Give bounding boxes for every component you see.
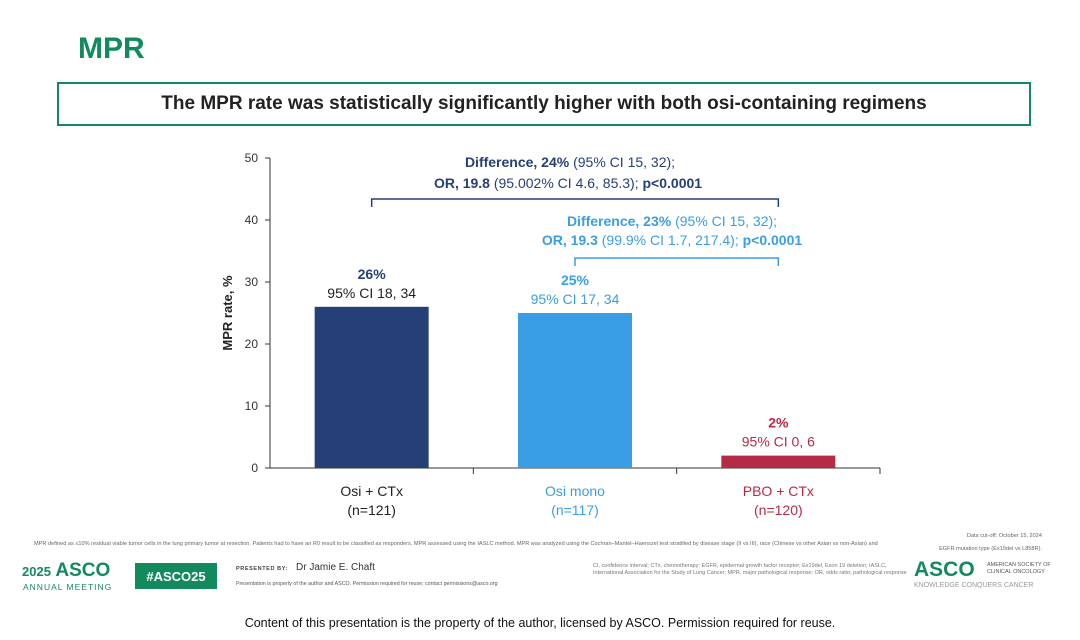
society-name: AMERICAN SOCIETY OF CLINICAL ONCOLOGY	[987, 562, 1051, 575]
x-category-n: (n=121)	[347, 502, 396, 518]
bar-value-label: 2%	[768, 415, 789, 431]
y-tick-label: 50	[245, 151, 259, 165]
bar-1	[518, 313, 632, 468]
x-category-label: Osi mono	[545, 483, 605, 499]
x-category-n: (n=120)	[754, 502, 803, 518]
y-tick-label: 10	[245, 399, 259, 413]
asco-logo-tagline: KNOWLEDGE CONQUERS CANCER	[914, 582, 1034, 589]
bar-ci-label: 95% CI 0, 6	[742, 434, 815, 450]
y-tick-label: 0	[251, 461, 258, 475]
y-tick-label: 30	[245, 275, 259, 289]
comparison-bracket-0	[370, 198, 780, 207]
comparison-1-line-2: OR, 19.3 (99.9% CI 1.7, 217.4); p<0.0001	[542, 232, 803, 248]
x-category-label: Osi + CTx	[340, 483, 403, 499]
slide-title: MPR	[78, 32, 145, 65]
x-category-label: PBO + CTx	[743, 483, 814, 499]
y-tick-label: 40	[245, 213, 259, 227]
comparison-1-line-1: Difference, 23% (95% CI 15, 32);	[567, 213, 777, 229]
hashtag-badge: #ASCO25	[135, 563, 217, 589]
meeting-year: 2025	[22, 564, 51, 579]
asco-logo-text: ASCO	[914, 558, 975, 581]
comparison-0-line-1: Difference, 24% (95% CI 15, 32);	[465, 154, 675, 170]
meeting-name: ASCO	[55, 560, 111, 581]
meeting-subtitle: ANNUAL MEETING	[23, 582, 113, 592]
y-axis-label: MPR rate, %	[220, 275, 235, 351]
property-note: Presentation is property of the author a…	[236, 581, 498, 587]
comparison-0-line-2: OR, 19.8 (95.002% CI 4.6, 85.3); p<0.000…	[434, 175, 702, 191]
comparison-bracket-1	[574, 257, 780, 266]
presenter-name: Dr Jamie E. Chaft	[296, 562, 375, 573]
headline-text: The MPR rate was statistically significa…	[161, 93, 927, 114]
x-category-n: (n=117)	[551, 502, 599, 518]
copyright-notice: Content of this presentation is the prop…	[244, 616, 836, 630]
footnote: MPR defined as ≤10% residual viable tumo…	[34, 541, 878, 547]
bar-value-label: 25%	[561, 272, 590, 288]
bar-0	[314, 306, 429, 468]
headline-box: The MPR rate was statistically significa…	[57, 82, 1031, 126]
asco-meeting-logo: 2025 ASCO ANNUAL MEETING	[22, 560, 111, 592]
bar-ci-label: 95% CI 18, 34	[327, 285, 416, 301]
y-tick-label: 20	[245, 337, 259, 351]
presented-by-label: PRESENTED BY:	[236, 566, 289, 572]
asco-logo: ASCO KNOWLEDGE CONQUERS CANCER	[914, 558, 1033, 589]
hashtag-text: #ASCO25	[146, 568, 206, 584]
bar-2	[721, 455, 836, 468]
bar-value-label: 26%	[358, 266, 387, 282]
stratification-note: EGFR mutation type (Ex19del vs L858R).	[939, 546, 1042, 552]
data-cutoff-note: Data cut-off: October 15, 2024	[966, 533, 1042, 539]
bar-ci-label: 95% CI 17, 34	[531, 291, 620, 307]
abbreviations-note: CI, confidence interval; CTx, chemothera…	[593, 563, 907, 576]
